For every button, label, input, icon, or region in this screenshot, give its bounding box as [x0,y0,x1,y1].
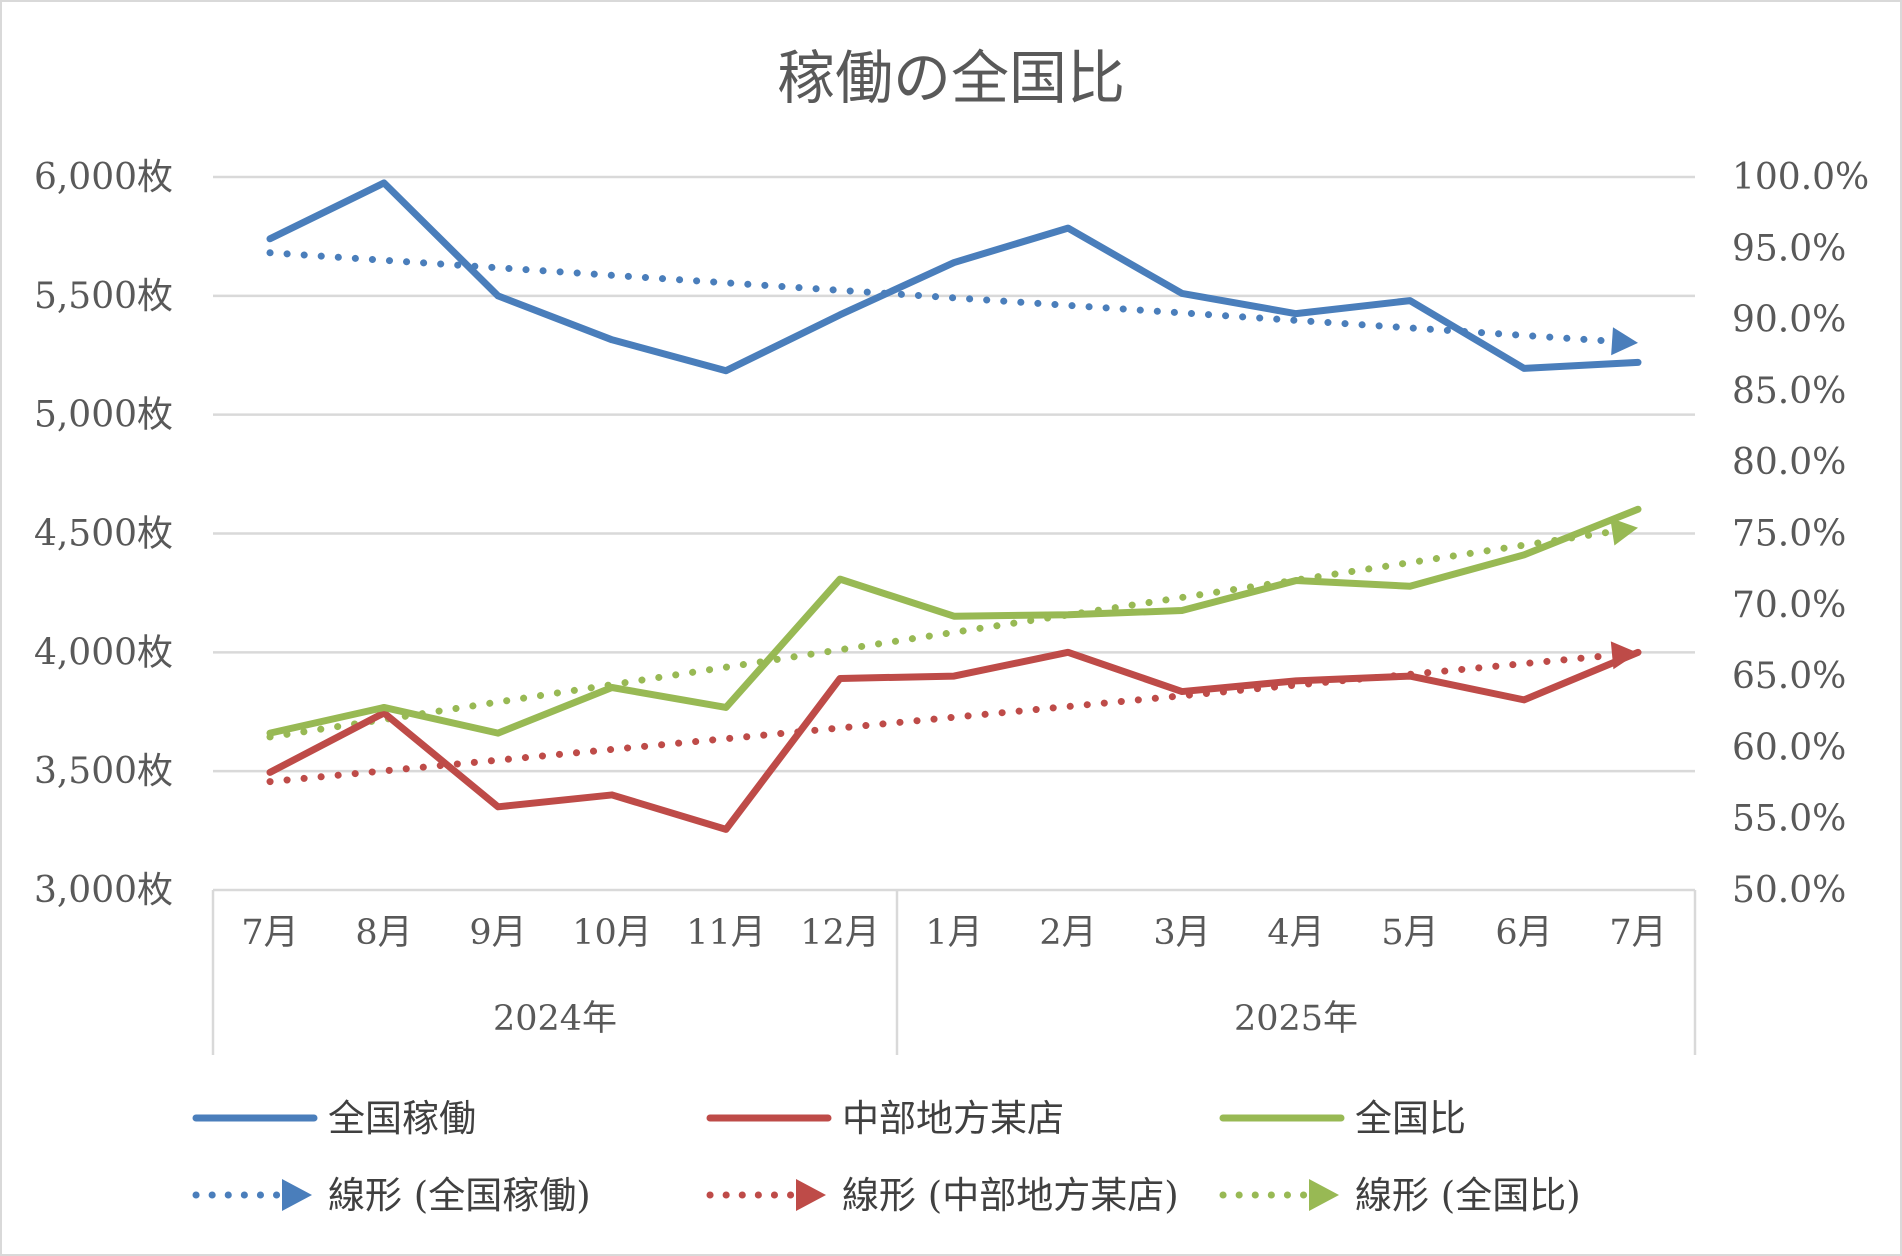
legend-label: 線形 (全国比) [1355,1174,1581,1217]
category-label: 9月 [469,913,526,953]
category-label: 8月 [355,913,412,953]
right-tick-label: 75.0% [1732,514,1846,555]
left-tick-label: 3,500枚 [34,751,173,792]
trendline-arrow-3 [1610,517,1638,546]
category-label: 10月 [572,913,652,953]
year-group-label: 2024年 [493,999,617,1039]
category-label: 4月 [1267,913,1324,953]
trendline-2 [266,651,1616,786]
left-tick-label: 5,500枚 [34,276,173,317]
right-tick-label: 80.0% [1732,442,1846,483]
right-tick-label: 70.0% [1732,585,1846,626]
right-tick-label: 55.0% [1732,799,1846,840]
right-axis-ticks: 50.0% 55.0% 60.0% 65.0% 70.0% 75.0% 80.0% 85.0%… [1732,157,1869,911]
series-line-3 [266,505,1642,737]
left-tick-label: 4,500枚 [34,514,173,555]
legend-label: 線形 (中部地方某店) [842,1174,1179,1217]
category-label: 2月 [1039,913,1096,953]
left-tick-label: 4,000枚 [34,632,173,673]
category-label: 11月 [686,913,766,953]
legend-label: 中部地方某店 [842,1097,1064,1140]
right-tick-label: 60.0% [1732,727,1846,768]
legend-trend-arrow-2 [796,1179,826,1211]
series-line-1 [266,179,1642,375]
left-tick-label: 5,000枚 [34,395,173,436]
series-line-2 [266,648,1642,833]
trendline-arrow-1 [1611,327,1638,356]
right-tick-label: 50.0% [1732,870,1846,911]
left-tick-label: 3,000枚 [34,870,173,911]
category-label: 5月 [1381,913,1438,953]
legend-label: 全国稼働 [328,1097,476,1140]
right-tick-label: 95.0% [1732,228,1846,269]
category-label: 7月 [241,913,298,953]
left-tick-label: 6,000枚 [34,157,173,198]
legend-label: 全国比 [1355,1097,1466,1140]
category-label: 1月 [925,913,982,953]
left-axis-ticks: 3,000枚 3,500枚 4,000枚 4,500枚 5,000枚 5,500枚 6,00… [34,157,173,911]
legend-trend-arrow-1 [282,1179,312,1211]
series-lines [266,179,1642,833]
chart-title: 稼働の全国比 [777,44,1125,112]
trendlines [266,249,1638,786]
legend-label: 線形 (全国稼働) [328,1174,591,1217]
right-tick-label: 65.0% [1732,656,1846,697]
right-tick-label: 100.0% [1732,157,1869,198]
category-label: 12月 [800,913,880,953]
trendline-1 [266,249,1616,345]
trendline-3 [266,528,1616,741]
category-label: 3月 [1153,913,1210,953]
category-axis: 7月 8月 9月 10月 11月 12月 1月 2月 3月 4月 5月 6月 7月 2024年 2025年 [211,888,1697,1055]
category-label: 6月 [1495,913,1552,953]
legend-trend-arrow-3 [1309,1179,1339,1211]
right-tick-label: 85.0% [1732,371,1846,412]
category-label: 7月 [1609,913,1666,953]
right-tick-label: 90.0% [1732,300,1846,341]
year-group-label: 2025年 [1234,999,1358,1039]
